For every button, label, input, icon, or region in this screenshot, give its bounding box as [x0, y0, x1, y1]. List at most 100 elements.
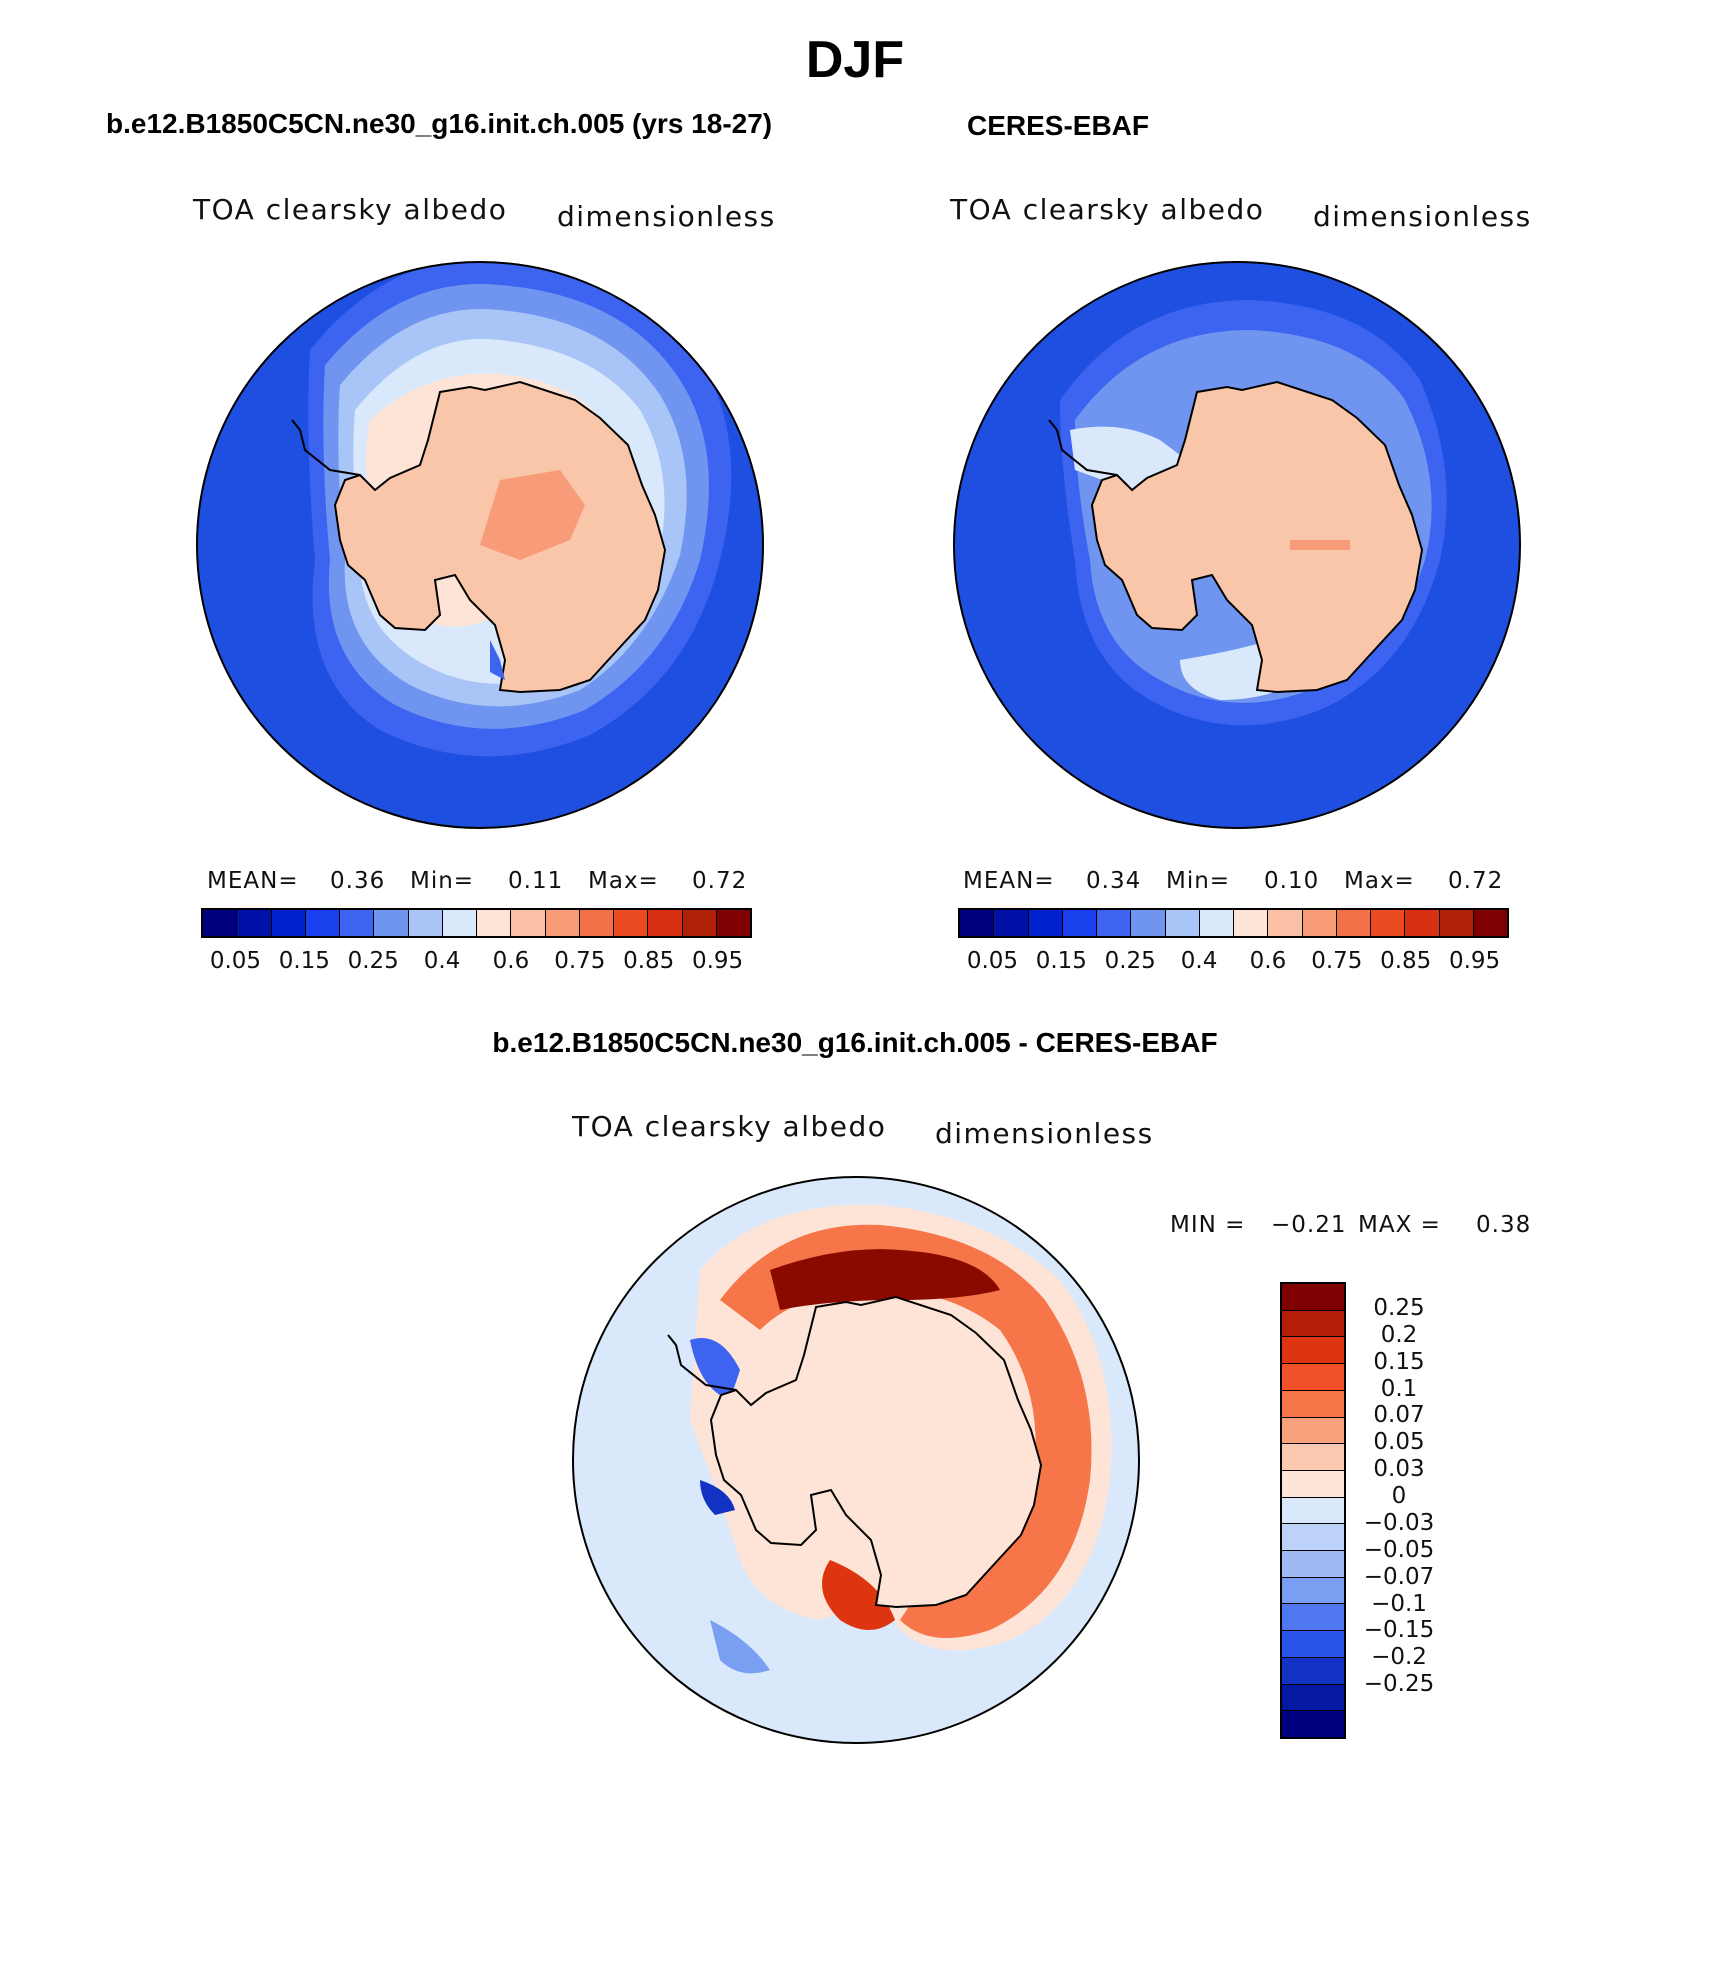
diff-min-label: MIN =	[1170, 1212, 1246, 1238]
diff-albedo-map	[573, 1177, 1139, 1743]
colorbar-swatch	[716, 910, 750, 936]
colorbar-swatch	[511, 910, 546, 936]
colorbar-swatch	[1282, 1470, 1344, 1498]
right-min-value: 0.10	[1264, 868, 1320, 894]
left-mean-value: 0.36	[330, 868, 386, 894]
right-variable-label: TOA clearsky albedo	[950, 193, 1265, 226]
right-colorbar	[958, 908, 1509, 938]
colorbar-swatch	[340, 910, 375, 936]
left-max-value: 0.72	[692, 868, 748, 894]
colorbar-swatch	[1282, 1551, 1344, 1578]
colorbar-tick-label: 0.15	[278, 948, 330, 974]
colorbar-tick-label: −0.15	[1363, 1617, 1435, 1644]
diff-min-value: −0.21	[1271, 1212, 1347, 1238]
colorbar-swatch	[1282, 1524, 1344, 1552]
left-min-label: Min=	[410, 868, 475, 894]
colorbar-tick-label: −0.03	[1363, 1509, 1435, 1536]
colorbar-tick-label: 0.95	[1448, 948, 1501, 974]
diff-panel-title: b.e12.B1850C5CN.ne30_g16.init.ch.005 - C…	[492, 1027, 1218, 1058]
colorbar-tick-label: 0.25	[347, 948, 399, 974]
colorbar-swatch	[1282, 1390, 1344, 1418]
colorbar-swatch	[545, 910, 580, 936]
colorbar-swatch	[408, 910, 443, 936]
left-variable-label: TOA clearsky albedo	[193, 193, 508, 226]
colorbar-swatch	[1282, 1364, 1344, 1391]
colorbar-tick-label: 0.15	[1035, 948, 1087, 974]
colorbar-tick-label: 0.05	[966, 948, 1019, 974]
colorbar-swatch	[1371, 910, 1406, 936]
colorbar-tick-label: 0.05	[209, 948, 262, 974]
colorbar-tick-label: −0.1	[1371, 1590, 1427, 1617]
colorbar-tick-label: −0.25	[1363, 1671, 1435, 1698]
colorbar-tick-label: 0.85	[1380, 948, 1432, 974]
colorbar-swatch	[1028, 910, 1063, 936]
colorbar-swatch	[237, 910, 272, 936]
colorbar-tick-label: 0.25	[1104, 948, 1156, 974]
colorbar-swatch	[1439, 910, 1474, 936]
right-units-label: dimensionless	[1313, 200, 1532, 233]
right-min-label: Min=	[1166, 868, 1231, 894]
colorbar-swatch	[1234, 910, 1269, 936]
right-max-value: 0.72	[1448, 868, 1504, 894]
right-max-label: Max=	[1344, 868, 1415, 894]
colorbar-tick-label: 0.05	[1373, 1429, 1425, 1456]
colorbar-tick-label: 0.4	[423, 948, 461, 974]
colorbar-tick-label: 0.03	[1373, 1456, 1425, 1483]
colorbar-tick-label: −0.05	[1363, 1536, 1435, 1563]
colorbar-swatch	[1282, 1310, 1344, 1338]
colorbar-tick-label: 0.6	[1249, 948, 1287, 974]
colorbar-tick-label: 0.25	[1373, 1294, 1425, 1321]
colorbar-swatch	[1282, 1711, 1344, 1737]
colorbar-swatch	[1199, 910, 1234, 936]
left-albedo-map	[197, 262, 763, 828]
colorbar-swatch	[648, 910, 683, 936]
colorbar-swatch	[1131, 910, 1166, 936]
colorbar-swatch	[1405, 910, 1440, 936]
left-colorbar	[201, 908, 752, 938]
right-map-border	[953, 261, 1521, 829]
colorbar-swatch	[1282, 1657, 1344, 1685]
left-max-label: Max=	[588, 868, 659, 894]
colorbar-swatch	[682, 910, 717, 936]
colorbar-swatch	[614, 910, 649, 936]
colorbar-tick-label: 0.2	[1380, 1321, 1418, 1348]
diff-antarctica-land	[709, 1295, 1043, 1609]
colorbar-swatch	[203, 910, 238, 936]
colorbar-swatch	[1336, 910, 1371, 936]
colorbar-swatch	[1097, 910, 1132, 936]
diff-colorbar	[1280, 1282, 1346, 1739]
colorbar-tick-label: 0.6	[492, 948, 530, 974]
colorbar-swatch	[1282, 1631, 1344, 1658]
right-albedo-map	[954, 262, 1520, 828]
colorbar-swatch	[1282, 1684, 1344, 1712]
right-mean-label: MEAN=	[963, 868, 1055, 894]
page-title: DJF	[805, 31, 905, 89]
colorbar-tick-label: −0.2	[1371, 1644, 1427, 1671]
colorbar-swatch	[1282, 1284, 1344, 1311]
colorbar-swatch	[1302, 910, 1337, 936]
colorbar-swatch	[1282, 1577, 1344, 1605]
colorbar-tick-label: 0.85	[623, 948, 675, 974]
left-units-label: dimensionless	[557, 200, 776, 233]
diff-map-border	[572, 1176, 1140, 1744]
left-mean-label: MEAN=	[207, 868, 299, 894]
colorbar-swatch	[579, 910, 614, 936]
colorbar-tick-label: 0.4	[1180, 948, 1218, 974]
colorbar-swatch	[477, 910, 512, 936]
colorbar-tick-label: 0.75	[1311, 948, 1363, 974]
left-map-border	[196, 261, 764, 829]
colorbar-tick-label: −0.07	[1363, 1563, 1435, 1590]
colorbar-swatch	[1282, 1604, 1344, 1632]
colorbar-swatch	[994, 910, 1029, 936]
diff-variable-label: TOA clearsky albedo	[572, 1110, 887, 1143]
colorbar-swatch	[271, 910, 306, 936]
colorbar-swatch	[1282, 1497, 1344, 1525]
colorbar-tick-label: 0.75	[554, 948, 606, 974]
colorbar-tick-label: 0.95	[691, 948, 744, 974]
diff-max-value: 0.38	[1476, 1212, 1532, 1238]
colorbar-tick-label: 0.15	[1373, 1348, 1425, 1375]
colorbar-swatch	[960, 910, 995, 936]
right-mean-value: 0.34	[1086, 868, 1142, 894]
diff-units-label: dimensionless	[935, 1117, 1154, 1150]
